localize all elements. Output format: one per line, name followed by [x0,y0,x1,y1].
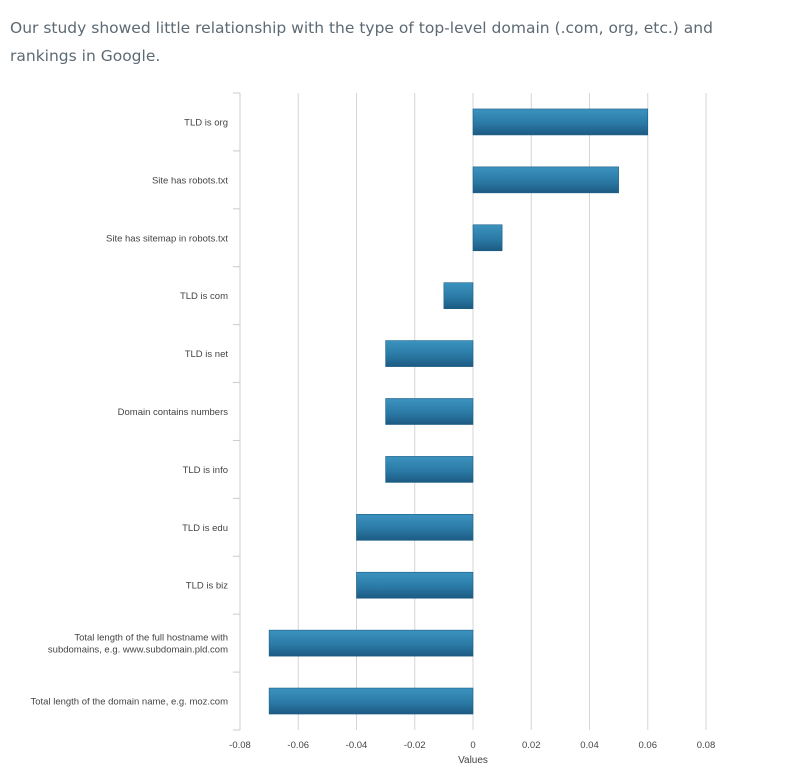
bar [472,108,649,136]
x-tick-label: 0.02 [522,740,541,751]
category-label-line: Domain contains numbers [118,407,229,418]
bar [356,514,474,541]
category-label: TLD is com [180,291,228,302]
category-label-line: Site has robots.txt [152,175,228,186]
x-tick-label: -0.02 [404,740,426,751]
bar [268,687,474,715]
category-label: Domain contains numbers [118,407,229,418]
category-label: TLD is biz [186,581,228,592]
category-label: Total length of the domain name, e.g. mo… [31,697,229,708]
x-tick-label: -0.06 [287,740,309,751]
category-label: Site has sitemap in robots.txt [106,233,228,244]
category-label: TLD is info [183,465,228,476]
bar [385,340,474,367]
category-label: TLD is net [185,349,229,360]
x-tick-label: 0.06 [639,740,658,751]
bar [443,282,474,309]
category-label: TLD is edu [182,523,228,534]
category-label: Total length of the full hostname with su… [48,633,228,656]
bar [385,398,474,425]
x-tick-label: -0.04 [346,740,368,751]
category-label-line: TLD is info [183,465,228,476]
x-tick-label: 0 [470,740,475,751]
category-label-line: Site has sitemap in robots.txt [106,233,228,244]
bar [268,629,474,657]
x-tick-label: 0.08 [697,740,716,751]
x-tick-label: 0.04 [580,740,599,751]
bar [472,224,503,252]
category-label-line: TLD is org [184,117,228,128]
category-label-line: Total length of the domain name, e.g. mo… [31,697,229,708]
bar [356,571,474,599]
x-tick-label: -0.08 [229,740,251,751]
category-label: Site has robots.txt [152,175,228,186]
category-label: TLD is org [184,117,228,128]
category-label-line: TLD is edu [182,523,228,534]
intro-paragraph: Our study showed little relationship wit… [10,19,713,65]
category-label-line: TLD is biz [186,581,228,592]
bar [385,456,474,483]
category-label-line: TLD is net [185,349,229,360]
x-axis-title: Values [458,755,488,766]
category-label-line: TLD is com [180,291,228,302]
bar [472,166,619,194]
category-label-line: subdomains, e.g. www.subdomain.pld.com [48,645,228,656]
category-label-line: Total length of the full hostname with [74,633,228,644]
